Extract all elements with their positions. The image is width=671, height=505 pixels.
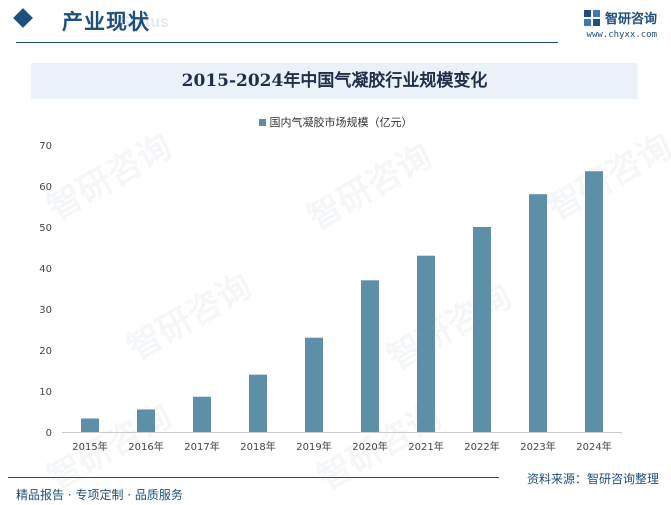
- footer-tagline: 精品报告 · 专项定制 · 品质服务: [16, 488, 183, 502]
- page-header: Status 产业现状 智研咨询 www.chyxx.com: [0, 0, 671, 44]
- x-tick-label: 2024年: [576, 440, 611, 453]
- x-tick-label: 2018年: [240, 440, 275, 453]
- y-tick-label: 30: [39, 305, 52, 316]
- bar-2019年: [305, 337, 323, 432]
- section-title: 产业现状: [62, 10, 150, 34]
- y-tick-label: 50: [39, 223, 52, 234]
- header-divider: [16, 42, 558, 43]
- source-note: 资料来源：智研咨询整理: [526, 472, 659, 486]
- bar-2023年: [529, 194, 547, 432]
- bar-2020年: [361, 280, 379, 432]
- x-tick-label: 2023年: [520, 440, 555, 453]
- x-tick-label: 2015年: [72, 440, 107, 453]
- x-tick-label: 2017年: [184, 440, 219, 453]
- bar-2017年: [193, 396, 211, 432]
- y-tick-label: 10: [39, 387, 52, 398]
- x-tick-label: 2022年: [464, 440, 499, 453]
- y-tick-label: 70: [39, 141, 52, 152]
- chart-title: 2015-2024年中国气凝胶行业规模变化: [31, 63, 638, 99]
- bar-2016年: [137, 409, 155, 432]
- y-tick-label: 40: [39, 264, 52, 275]
- bar-2015年: [81, 418, 99, 432]
- bar-2021年: [417, 255, 435, 432]
- brand-name: 智研咨询: [604, 12, 657, 27]
- bar-2022年: [473, 227, 491, 432]
- footer-divider: [8, 477, 499, 478]
- chart-legend: 国内气凝胶市场规模（亿元）: [0, 114, 671, 130]
- legend-label: 国内气凝胶市场规模（亿元）: [269, 116, 413, 129]
- y-tick-label: 0: [46, 428, 52, 439]
- x-tick-label: 2019年: [296, 440, 331, 453]
- brand-block: 智研咨询 www.chyxx.com: [583, 8, 657, 40]
- y-tick-label: 20: [39, 346, 52, 357]
- bar-2024年: [585, 171, 603, 433]
- y-tick-label: 60: [39, 182, 52, 193]
- section-subtitle: Status: [120, 14, 169, 31]
- brand-url: www.chyxx.com: [586, 30, 657, 40]
- x-tick-label: 2020年: [352, 440, 387, 453]
- brand-logo-icon: [583, 9, 600, 26]
- x-tick-label: 2021年: [408, 440, 443, 453]
- legend-swatch: [258, 118, 266, 126]
- x-tick-label: 2016年: [128, 440, 163, 453]
- bar-2018年: [249, 374, 267, 432]
